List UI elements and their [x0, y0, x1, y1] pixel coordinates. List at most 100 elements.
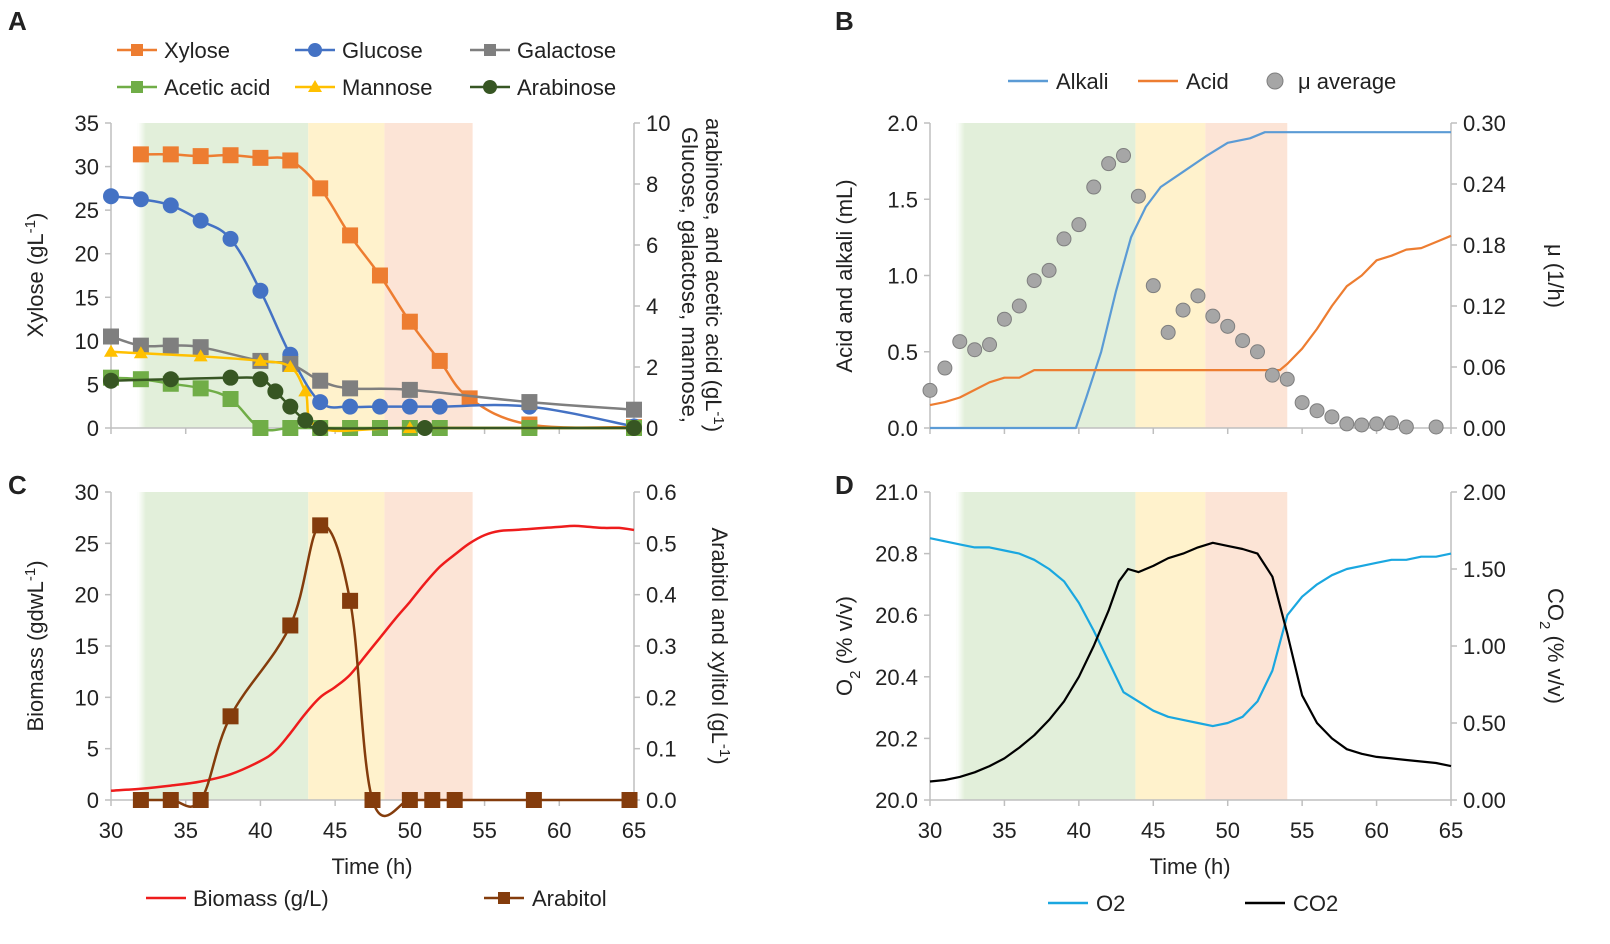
legend-item-o2: O2 [1048, 891, 1125, 916]
y2tick-label-a: 10 [646, 111, 670, 136]
y2tick-label-a: 2 [646, 355, 658, 380]
y2tick-label-c: 0.0 [646, 788, 677, 813]
legend-label-glucose: Glucose [342, 38, 423, 63]
marker-a-arabinose [252, 371, 269, 388]
marker-a-glucose [431, 398, 448, 415]
marker-a-glucose [312, 394, 329, 411]
marker-a-galactose [342, 380, 359, 397]
legend-label-acid: Acid [1186, 69, 1229, 94]
marker-b-average [922, 382, 938, 398]
ytick-label-a: 25 [75, 198, 99, 223]
series-line-c-biomass-g-l [110, 524, 635, 793]
legend-item-acetic-acid: Acetic acid [117, 75, 270, 100]
legend-label-acetic-acid: Acetic acid [164, 75, 270, 100]
marker-b-average [1205, 308, 1221, 324]
marker-c-arabitol [282, 617, 299, 634]
ytick-label-d: 20.6 [875, 603, 918, 628]
phase-fade-d [956, 492, 965, 800]
panel-letter-a: A [8, 6, 27, 36]
legend-item-arabinose: Arabinose [470, 75, 616, 100]
panel-d-chart: 20.0 20.2 20.4 20.6 20.8 21.0 0.00 0.50 1.00 1.50… [875, 480, 1506, 843]
marker-a-galactose [312, 372, 329, 389]
marker-b-average [1175, 302, 1191, 318]
marker-b-average [1354, 417, 1370, 433]
legend-item-mu-average: μ average [1266, 69, 1396, 94]
marker-a-arabinose [297, 412, 314, 429]
marker-b-average [1145, 278, 1161, 294]
y2tick-label-d: 0.00 [1463, 788, 1506, 813]
marker-a-xylose [461, 390, 478, 407]
marker-a-glucose [192, 212, 209, 229]
marker-b-average [1264, 367, 1280, 383]
legend-item-alkali: Alkali [1008, 69, 1109, 94]
panel-a-chart: 0 5 10 15 20 25 30 35 0 2 4 6 8 10 [75, 111, 671, 441]
y2label-c: Arabitol and xylitol (gL-1) [707, 527, 733, 764]
xtick-label-d: 55 [1290, 818, 1314, 843]
marker-a-arabinose [626, 420, 642, 436]
marker-a-xylose [401, 313, 418, 330]
marker-b-average [1011, 298, 1027, 314]
legend-label-o2: O2 [1096, 891, 1125, 916]
xtick-label-c: 35 [173, 818, 197, 843]
ytick-label-a: 0 [87, 416, 99, 441]
marker-a-glucose [222, 230, 239, 247]
legend-c: Biomass (g/L) Arabitol [146, 886, 607, 911]
marker-b-average [1041, 262, 1057, 278]
marker-a-galactose [401, 381, 418, 398]
marker-a-mannose [253, 353, 268, 366]
ylabel-c: Biomass (gdwL-1) [22, 560, 48, 731]
ytick-label-a: 35 [75, 111, 99, 136]
marker-a-glucose [371, 398, 388, 415]
legend-a: Xylose Glucose Galactose Acetic acid Man… [117, 38, 616, 100]
panel-letter-d: D [835, 470, 854, 500]
marker-c-arabitol [162, 792, 179, 808]
marker-a-acetic-acid [222, 391, 239, 408]
marker-c-arabitol [132, 792, 149, 808]
ytick-label-d: 20.4 [875, 665, 918, 690]
panel-letter-c: C [8, 470, 27, 500]
marker-a-galactose [192, 339, 209, 356]
ytick-label-a: 20 [75, 242, 99, 267]
ytick-label-c: 0 [87, 788, 99, 813]
marker-c-arabitol [364, 792, 381, 808]
marker-b-average [1101, 156, 1117, 172]
ytick-label-c: 30 [75, 480, 99, 505]
phase-band-d-2 [1135, 492, 1206, 800]
xtick-label-d: 45 [1141, 818, 1165, 843]
marker-a-arabinose [162, 371, 179, 388]
legend-item-arabitol: Arabitol [484, 886, 607, 911]
marker-c-arabitol [192, 792, 209, 808]
marker-c-arabitol [446, 792, 463, 808]
marker-b-average [1249, 344, 1265, 360]
y2label-a-line2: arabinose, and acetic acid (gL-1) [701, 118, 727, 432]
marker-a-xylose [162, 146, 179, 163]
marker-a-xylose [132, 146, 149, 163]
ylabel-a: Xylose (gL-1) [22, 213, 48, 338]
marker-b-average [1086, 179, 1102, 195]
xtick-label-c: 55 [472, 818, 496, 843]
ytick-label-a: 5 [87, 372, 99, 397]
phase-fade-a [137, 123, 146, 428]
phase-band-c-1 [137, 492, 309, 800]
marker-c-arabitol [401, 792, 418, 808]
marker-b-average [1160, 324, 1176, 340]
marker-a-acetic-acid [252, 420, 269, 436]
phase-fade-b [956, 123, 965, 428]
legend-item-xylose: Xylose [117, 38, 230, 63]
marker-a-mannose [193, 349, 208, 362]
legend-label-mu-average: μ average [1298, 69, 1396, 94]
legend-item-biomass: Biomass (g/L) [146, 886, 329, 911]
legend-label-mannose: Mannose [342, 75, 433, 100]
legend-label-arabinose: Arabinose [517, 75, 616, 100]
marker-b-average [1056, 231, 1072, 247]
y2label-b: μ (1/h) [1543, 244, 1568, 308]
y2label-a-line1: Glucose, galactose, mannose, [677, 127, 702, 423]
xtick-label-d: 35 [992, 818, 1016, 843]
legend-label-arabitol: Arabitol [532, 886, 607, 911]
marker-a-mannose [133, 346, 148, 359]
ytick-label-a: 10 [75, 329, 99, 354]
marker-b-average [1294, 395, 1310, 411]
phase-band-b-2 [1135, 123, 1206, 428]
xtick-label-c: 40 [248, 818, 272, 843]
